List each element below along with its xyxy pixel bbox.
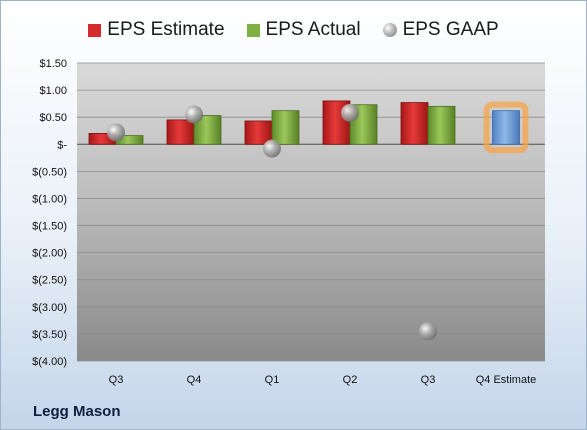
highlight-q4-estimate <box>483 101 529 154</box>
plot-area <box>77 63 545 361</box>
x-tick-label: Q3 <box>109 374 124 386</box>
x-tick-label: Q2 <box>343 374 358 386</box>
y-tick-label: $(2.00) <box>32 248 67 260</box>
bar-eps-actual <box>271 110 300 145</box>
point-eps-gaap <box>341 103 359 122</box>
legend-swatch-eps-actual <box>246 23 260 37</box>
legend-label-eps-estimate: EPS Estimate <box>107 19 225 40</box>
legend-label-eps-actual: EPS Actual <box>265 19 361 40</box>
point-eps-gaap <box>263 139 281 158</box>
y-tick-label: $(3.00) <box>32 302 67 314</box>
bar-eps-estimate <box>400 102 429 145</box>
y-tick-label: $1.50 <box>39 58 67 70</box>
x-tick-label: Q3 <box>421 374 436 386</box>
x-tick-label: Q1 <box>265 374 280 386</box>
y-tick-label: $(4.00) <box>32 356 67 368</box>
bar-eps-estimate <box>166 119 195 145</box>
legend: EPS Estimate EPS Actual EPS GAAP <box>1 15 586 45</box>
point-eps-gaap <box>107 123 125 142</box>
y-tick-label: $- <box>57 139 67 151</box>
y-tick-label: $1.00 <box>39 85 67 97</box>
y-tick-label: $(0.50) <box>32 166 67 178</box>
y-tick-label: $(2.50) <box>32 275 67 287</box>
y-tick-label: $(1.50) <box>32 221 67 233</box>
y-tick-label: $0.50 <box>39 112 67 124</box>
point-eps-gaap <box>419 322 437 341</box>
legend-item-eps-actual: EPS Actual <box>246 19 361 41</box>
company-name: Legg Mason <box>33 403 121 420</box>
bar-eps-actual <box>427 105 456 145</box>
x-tick-label: Q4 Estimate <box>476 374 537 386</box>
y-tick-label: $(3.50) <box>32 329 67 341</box>
y-tick-label: $(1.00) <box>32 193 67 205</box>
bar-q4-estimate <box>492 110 520 145</box>
legend-label-eps-gaap: EPS GAAP <box>402 19 499 40</box>
legend-item-eps-gaap: EPS GAAP <box>382 19 499 41</box>
point-eps-gaap <box>185 105 203 124</box>
x-tick-label: Q4 <box>187 374 202 386</box>
legend-swatch-eps-estimate <box>88 23 102 37</box>
legend-item-eps-estimate: EPS Estimate <box>88 19 225 41</box>
legend-swatch-eps-gaap <box>382 23 397 37</box>
